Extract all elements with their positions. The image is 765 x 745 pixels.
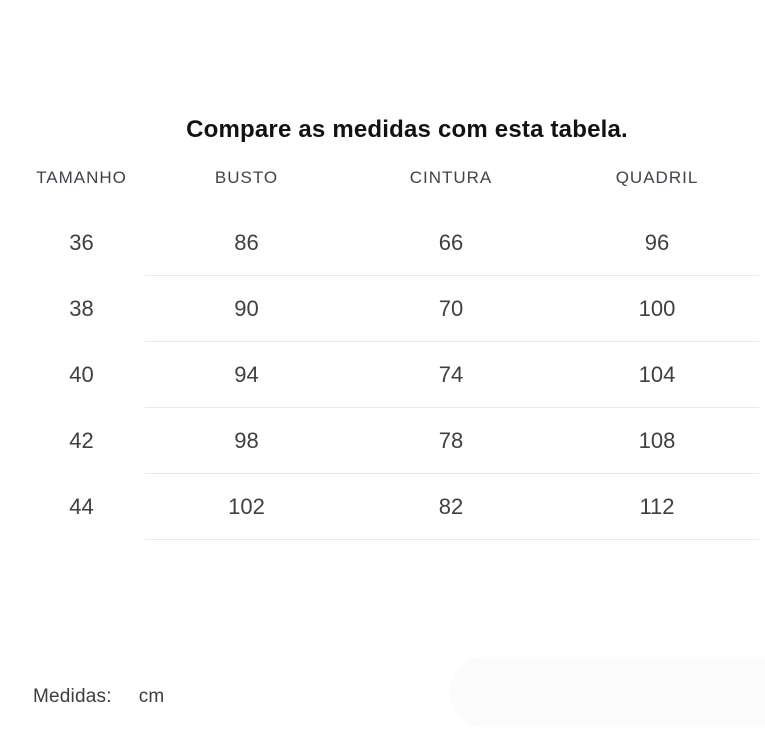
table-row: 36 86 66 96 <box>0 210 765 276</box>
cell-busto: 90 <box>234 296 259 321</box>
table-row: 40 94 74 104 <box>0 342 765 408</box>
cell-cintura: 66 <box>438 230 464 255</box>
cell-busto: 98 <box>234 428 259 453</box>
row-divider <box>145 538 759 540</box>
cell-cintura: 70 <box>438 296 464 321</box>
column-header-tamanho: TAMANHO <box>36 168 127 187</box>
cell-cintura: 82 <box>438 494 464 519</box>
column-header-quadril: QUADRIL <box>615 168 699 187</box>
row-divider <box>145 406 759 408</box>
cell-tamanho: 38 <box>69 296 94 321</box>
row-divider <box>145 274 759 276</box>
cell-busto: 102 <box>228 494 265 519</box>
measurements-label: Medidas: <box>33 686 112 707</box>
measurements-footer: Medidas: cm <box>33 686 164 708</box>
page-title: Compare as medidas com esta tabela. <box>186 116 628 143</box>
size-table: TAMANHO BUSTO CINTURA QUADRIL 36 86 66 9… <box>0 158 765 540</box>
table-body: 36 86 66 96 38 90 70 100 40 94 74 104 42… <box>0 210 765 540</box>
cell-quadril: 96 <box>644 230 670 255</box>
table-row: 42 98 78 108 <box>0 408 765 474</box>
row-divider <box>145 472 759 474</box>
measurements-unit-value: cm <box>138 686 165 707</box>
column-header-busto: BUSTO <box>214 168 279 187</box>
table-header-row: TAMANHO BUSTO CINTURA QUADRIL <box>0 158 765 198</box>
cell-tamanho: 42 <box>69 428 94 453</box>
column-header-cintura: CINTURA <box>409 168 493 187</box>
table-row: 44 102 82 112 <box>0 474 765 540</box>
cell-tamanho: 44 <box>69 494 94 519</box>
row-divider <box>145 340 759 342</box>
background-pill <box>450 657 765 727</box>
cell-cintura: 74 <box>438 362 464 387</box>
cell-quadril: 108 <box>638 428 676 453</box>
cell-quadril: 104 <box>638 362 676 387</box>
cell-tamanho: 36 <box>69 230 94 255</box>
table-row: 38 90 70 100 <box>0 276 765 342</box>
cell-busto: 86 <box>234 230 259 255</box>
cell-busto: 94 <box>234 362 259 387</box>
cell-quadril: 100 <box>638 296 676 321</box>
cell-quadril: 112 <box>639 494 675 519</box>
cell-cintura: 78 <box>438 428 464 453</box>
cell-tamanho: 40 <box>69 362 94 387</box>
